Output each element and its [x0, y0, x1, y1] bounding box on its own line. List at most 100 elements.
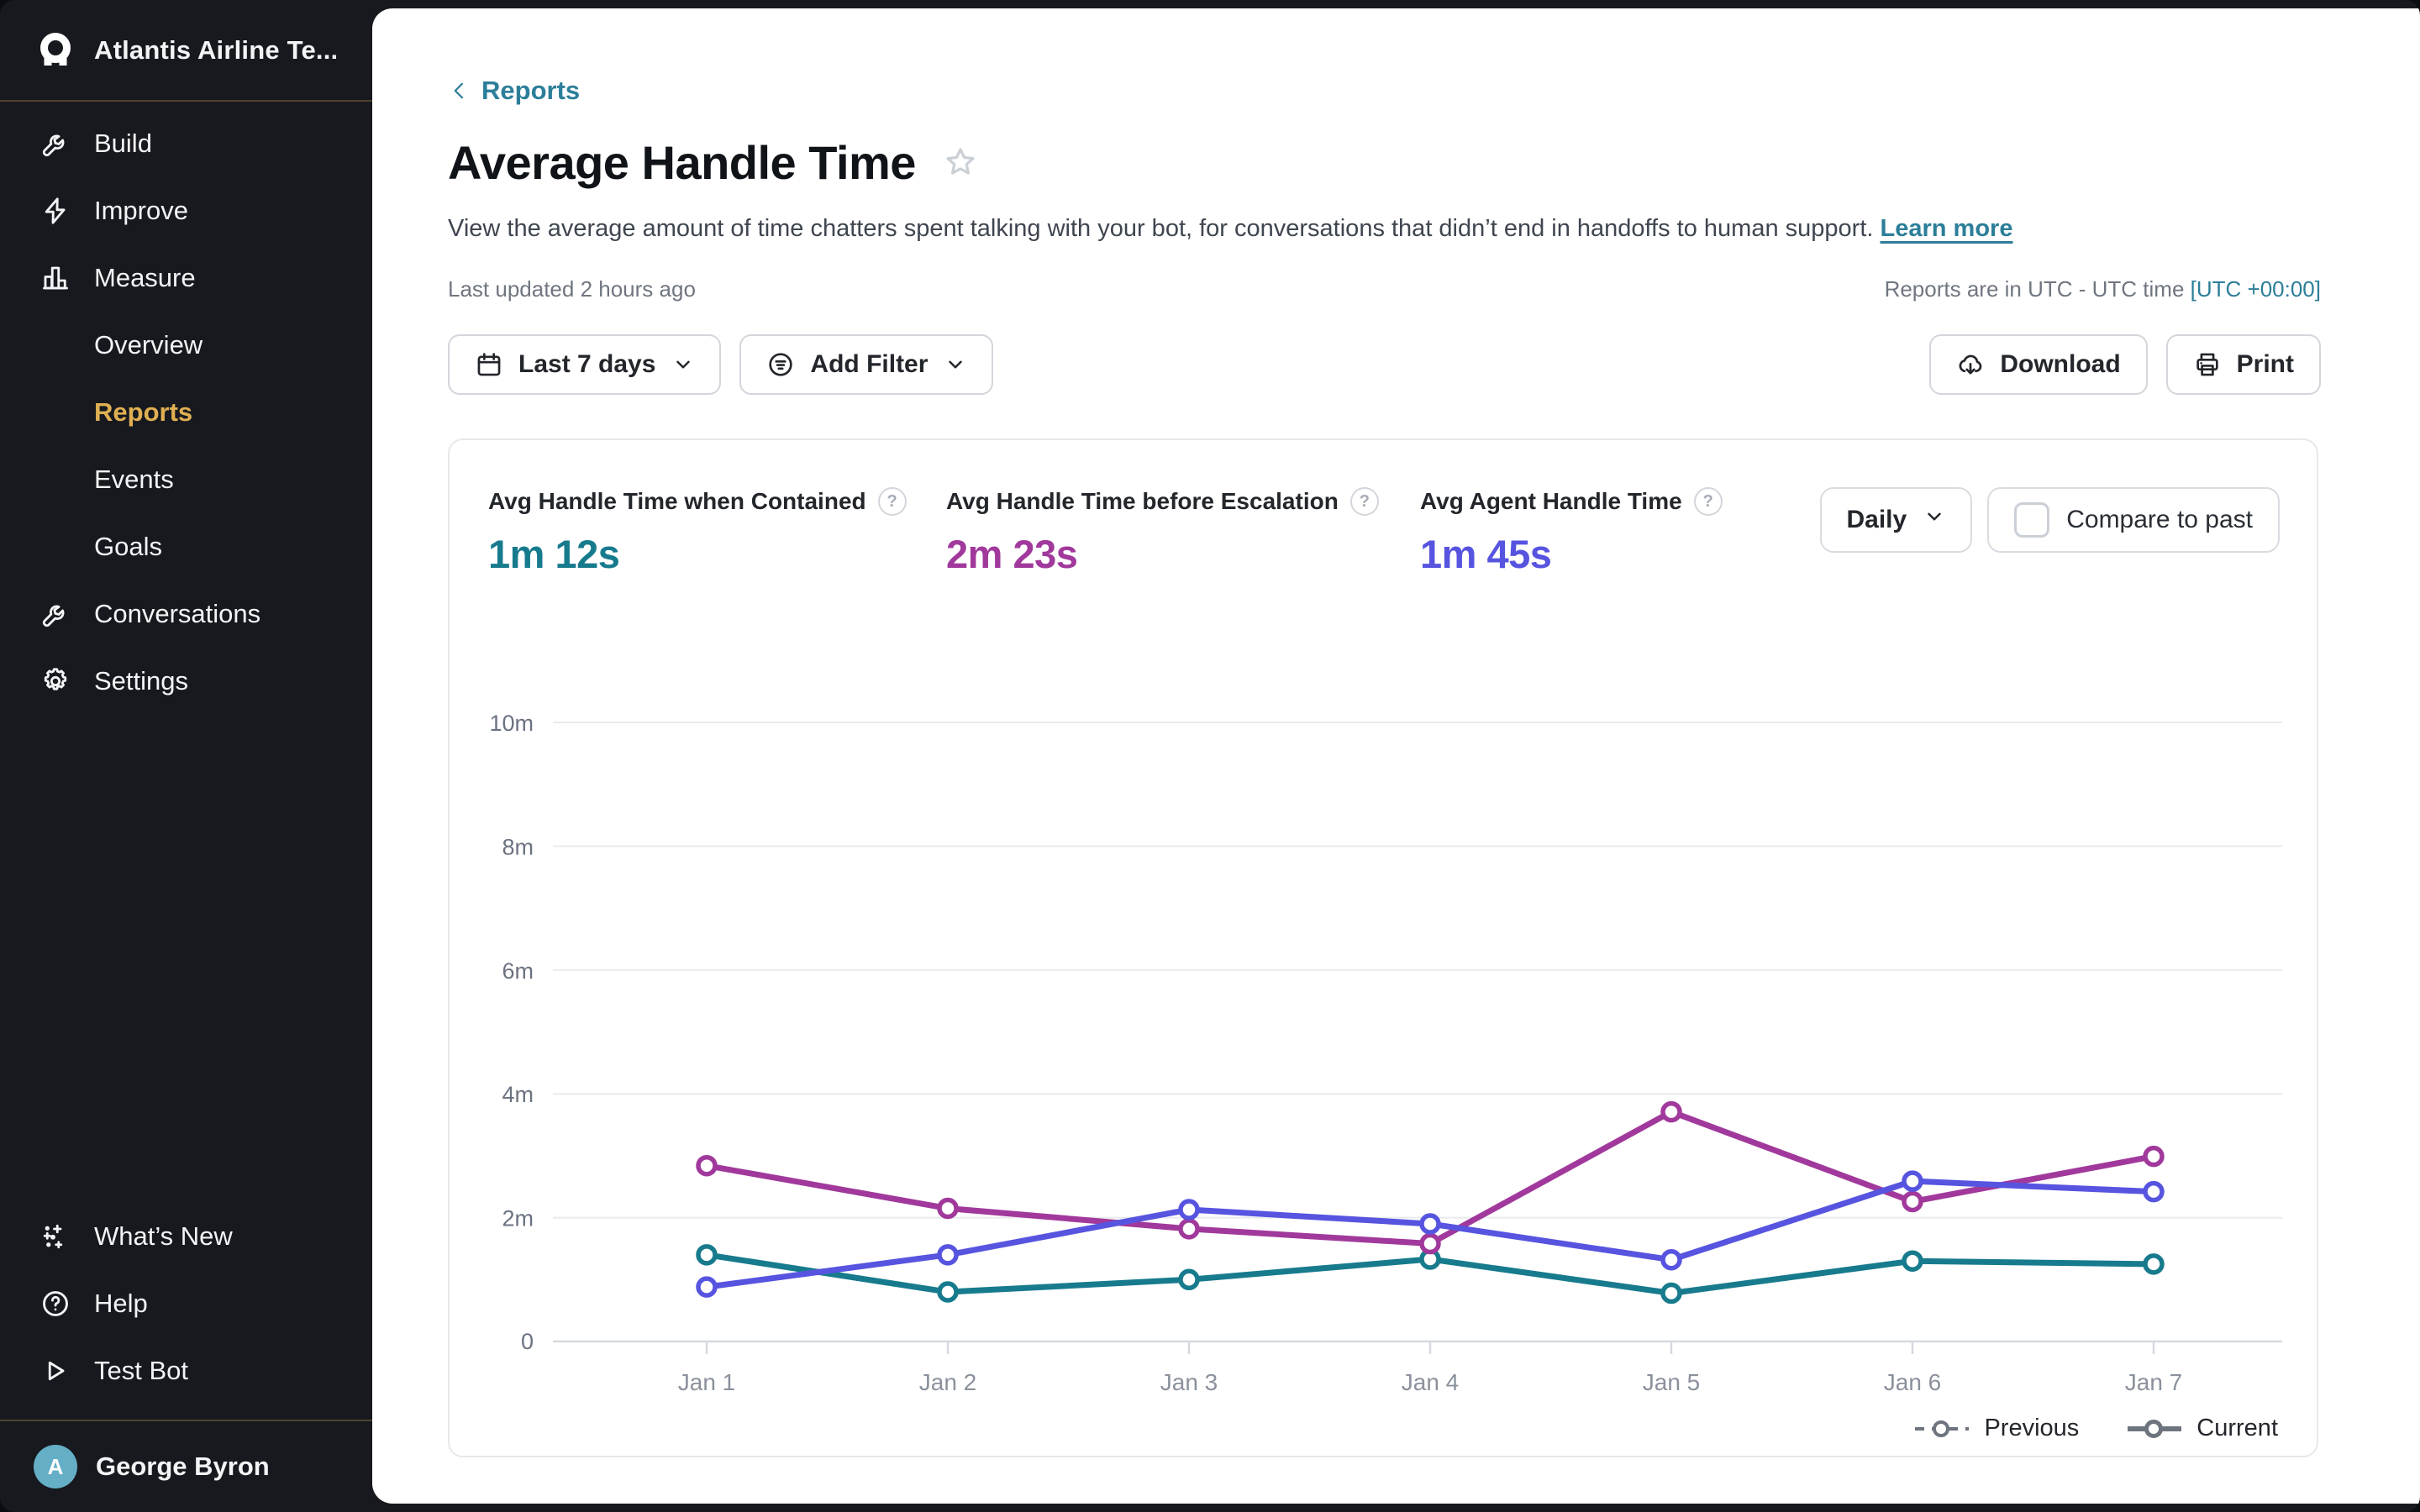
back-link-label: Reports — [481, 76, 581, 105]
legend-current: Current — [2126, 1415, 2278, 1442]
conversations-icon — [40, 599, 71, 629]
sidebar-item-overview[interactable]: Overview — [0, 312, 372, 379]
granularity-select[interactable]: Daily — [1819, 487, 1973, 553]
sidebar-item-conversations[interactable]: Conversations — [0, 580, 372, 648]
date-range-button[interactable]: Last 7 days — [448, 334, 722, 395]
svg-text:0: 0 — [521, 1329, 534, 1354]
calendar-icon — [475, 350, 503, 379]
stat-agent: Avg Agent Handle Time ? 1m 45s — [1420, 487, 1723, 577]
sidebar-item-whats-new[interactable]: What’s New — [0, 1203, 372, 1270]
avatar: A — [34, 1445, 77, 1488]
svg-text:2m: 2m — [502, 1206, 534, 1231]
lightning-icon — [40, 196, 71, 226]
chevron-down-icon — [944, 354, 966, 375]
sidebar-item-improve[interactable]: Improve — [0, 177, 372, 244]
stat-contained: Avg Handle Time when Contained ? 1m 12s — [488, 487, 946, 577]
sidebar-nav: Build Improve Measure Overview Reports — [0, 102, 372, 715]
sidebar-item-label: Events — [94, 465, 174, 494]
handle-time-card: Avg Handle Time when Contained ? 1m 12s … — [448, 438, 2318, 1457]
line-chart: 10m 8m 6m 4m 2m 0 Jan 1 Jan 2 Jan 3 Jan 4 Jan 5 Jan… — [489, 711, 2282, 1395]
sidebar-item-settings[interactable]: Settings — [0, 648, 372, 715]
sidebar-item-label: What’s New — [94, 1221, 233, 1251]
svg-text:10m: 10m — [489, 711, 534, 736]
svg-text:Jan 6: Jan 6 — [1884, 1369, 1942, 1395]
last-updated-text: Last updated 2 hours ago — [448, 276, 696, 302]
sidebar-item-label: Build — [94, 129, 152, 158]
print-button[interactable]: Print — [2165, 334, 2321, 395]
timezone-link[interactable]: [UTC +00:00] — [2190, 276, 2321, 302]
sidebar-item-goals[interactable]: Goals — [0, 513, 372, 580]
sidebar-item-label: Settings — [94, 666, 189, 696]
user-name: George Byron — [96, 1452, 270, 1481]
svg-text:Jan 2: Jan 2 — [919, 1369, 977, 1395]
solid-line-marker-icon — [2128, 1419, 2182, 1438]
sidebar-item-events[interactable]: Events — [0, 446, 372, 513]
sidebar-footer: What’s New Help Test Bot A George Byron — [0, 1203, 372, 1512]
svg-text:4m: 4m — [502, 1082, 534, 1107]
workspace-name: Atlantis Airline Te... — [94, 34, 339, 65]
wrench-icon — [40, 129, 71, 159]
download-label: Download — [2000, 350, 2121, 378]
workspace-switcher[interactable]: Atlantis Airline Te... — [0, 0, 372, 102]
add-filter-button[interactable]: Add Filter — [739, 334, 994, 395]
cloud-download-icon — [1956, 350, 1985, 379]
stat-value: 1m 45s — [1420, 532, 1552, 576]
ada-logo-icon — [40, 32, 71, 66]
handle-time-chart: 10m 8m 6m 4m 2m 0 Jan 1 Jan 2 Jan 3 Jan 4 Jan 5 Jan… — [450, 678, 2317, 1459]
bar-chart-icon — [40, 263, 71, 293]
learn-more-link[interactable]: Learn more — [1880, 215, 2013, 242]
sidebar-item-label: Goals — [94, 532, 162, 561]
sidebar-item-label: Overview — [94, 330, 203, 360]
help-icon[interactable]: ? — [1349, 487, 1379, 516]
compare-to-past-toggle[interactable]: Compare to past — [1987, 487, 2280, 553]
svg-text:6m: 6m — [502, 958, 534, 984]
stat-escalation: Avg Handle Time before Escalation ? 2m 2… — [946, 487, 1420, 577]
svg-text:Jan 7: Jan 7 — [2125, 1369, 2183, 1395]
sidebar-item-build[interactable]: Build — [0, 110, 372, 177]
legend-label: Previous — [1984, 1415, 2080, 1441]
stats-row: Avg Handle Time when Contained ? 1m 12s … — [450, 440, 2317, 577]
print-label: Print — [2236, 350, 2294, 378]
date-range-label: Last 7 days — [518, 350, 656, 378]
sidebar-divider — [0, 1420, 372, 1421]
page-description: View the average amount of time chatters… — [448, 215, 1874, 242]
sidebar-item-test-bot[interactable]: Test Bot — [0, 1337, 372, 1404]
sidebar-item-measure[interactable]: Measure — [0, 244, 372, 312]
help-icon[interactable]: ? — [1693, 487, 1723, 516]
timezone-note: Reports are in UTC - UTC time [UTC +00:0… — [1884, 276, 2321, 302]
svg-text:Jan 1: Jan 1 — [678, 1369, 736, 1395]
legend-previous: Previous — [1913, 1415, 2079, 1442]
sidebar-item-reports[interactable]: Reports — [0, 379, 372, 446]
svg-text:Jan 5: Jan 5 — [1643, 1369, 1701, 1395]
sparkles-icon — [40, 1221, 71, 1252]
favorite-star-icon[interactable] — [941, 144, 980, 182]
stat-value: 1m 12s — [488, 532, 620, 576]
sidebar-item-label: Improve — [94, 196, 188, 225]
compare-checkbox[interactable] — [2014, 502, 2050, 538]
help-icon[interactable]: ? — [877, 487, 907, 516]
play-icon — [40, 1356, 71, 1386]
sidebar-item-label: Reports — [94, 397, 193, 427]
dashed-line-marker-icon — [1915, 1420, 1970, 1437]
stat-value: 2m 23s — [946, 532, 1078, 576]
add-filter-label: Add Filter — [810, 350, 929, 378]
chevron-down-icon — [672, 354, 694, 375]
page-title: Average Handle Time — [448, 136, 916, 189]
svg-text:8m: 8m — [502, 834, 534, 859]
stat-label: Avg Handle Time before Escalation — [946, 488, 1339, 514]
sidebar: Atlantis Airline Te... Build Improve Mea… — [0, 0, 372, 1512]
back-to-reports-link[interactable]: Reports — [448, 76, 580, 106]
user-menu[interactable]: A George Byron — [0, 1421, 372, 1512]
legend-label: Current — [2196, 1415, 2278, 1441]
help-circle-icon — [40, 1289, 71, 1319]
stat-label: Avg Handle Time when Contained — [488, 488, 866, 514]
sidebar-item-label: Measure — [94, 263, 196, 292]
chevron-down-icon — [1923, 506, 1945, 534]
sidebar-item-label: Help — [94, 1289, 148, 1318]
download-button[interactable]: Download — [1929, 334, 2148, 395]
sidebar-item-help[interactable]: Help — [0, 1270, 372, 1337]
stat-label: Avg Agent Handle Time — [1420, 488, 1682, 514]
svg-text:Jan 4: Jan 4 — [1402, 1369, 1460, 1395]
compare-label: Compare to past — [2066, 506, 2253, 533]
